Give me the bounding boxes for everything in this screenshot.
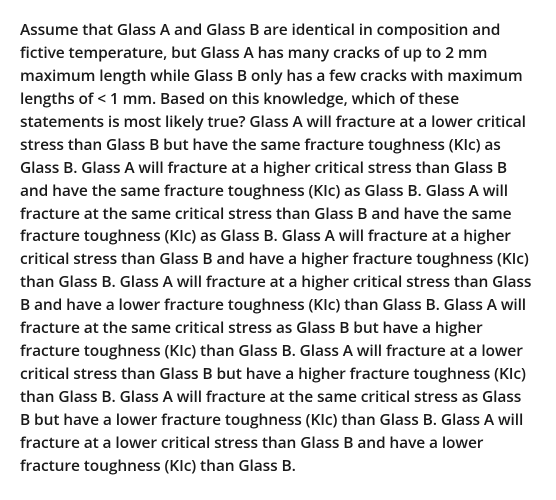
question-container: Assume that Glass A and Glass B are iden…	[0, 0, 556, 495]
question-text: Assume that Glass A and Glass B are iden…	[20, 18, 534, 477]
